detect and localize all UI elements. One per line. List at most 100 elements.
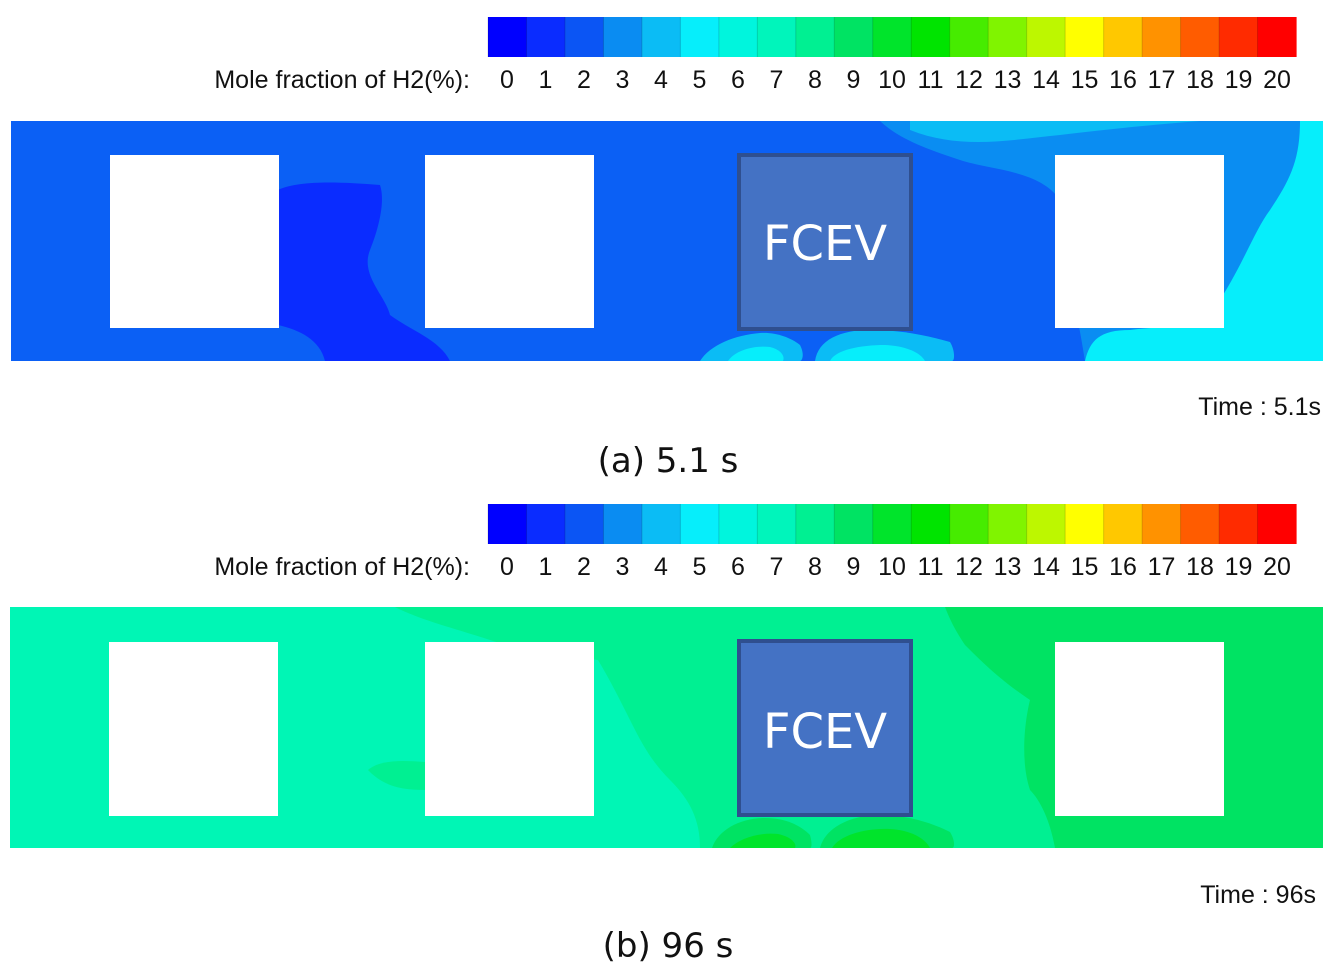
scale-tick-label: 15 (1071, 553, 1099, 581)
scale-tick-label: 0 (500, 66, 514, 94)
scale-title: Mole fraction of H2(%): (214, 66, 470, 94)
scale-swatch (949, 504, 989, 544)
scale-tick-label: 8 (808, 553, 822, 581)
scale-tick-label: 7 (770, 553, 784, 581)
scale-tick-label: 13 (994, 553, 1022, 581)
scale-tick-label: 10 (878, 553, 906, 581)
scale-swatch (795, 17, 835, 57)
scale-swatch (603, 17, 643, 57)
scale-swatch (1142, 504, 1182, 544)
scale-swatch (1065, 504, 1105, 544)
scale-tick-label: 3 (616, 553, 630, 581)
scale-tick-label: 9 (847, 66, 861, 94)
scale-tick-label: 16 (1109, 66, 1137, 94)
scale-swatch (1103, 504, 1143, 544)
scale-tick-label: 17 (1148, 553, 1176, 581)
contour-field-b: FCEV (10, 607, 1323, 848)
scale-tick-label: 7 (770, 66, 784, 94)
scale-tick-label: 12 (955, 66, 983, 94)
parked-vehicle (425, 642, 594, 816)
scale-swatch (1219, 17, 1259, 57)
time-label: Time : 5.1s (1198, 393, 1321, 421)
scale-swatch (757, 504, 797, 544)
fcev-label: FCEV (763, 704, 887, 760)
scale-swatch (488, 17, 528, 57)
scale-swatch (757, 17, 797, 57)
scale-tick-label: 1 (539, 553, 553, 581)
panel-caption: (b) 96 s (603, 926, 734, 966)
scale-swatch (603, 504, 643, 544)
scale-tick-label: 20 (1263, 553, 1291, 581)
scale-swatch (1180, 504, 1220, 544)
scale-swatch (872, 504, 912, 544)
scale-tick-label: 2 (577, 553, 591, 581)
fcev-vehicle (737, 153, 913, 331)
scale-swatch (488, 504, 528, 544)
scale-swatch (564, 17, 605, 57)
scale-tick-label: 14 (1032, 66, 1060, 94)
scale-tick-label: 14 (1032, 553, 1060, 581)
scale-tick-label: 2 (577, 66, 591, 94)
scale-title: Mole fraction of H2(%): (214, 553, 470, 581)
contour-region (830, 345, 925, 361)
scale-ticks-a: 0 1 2 3 4 5 6 7 8 9 10 11 12 13 14 15 16 17 18 19 20 (500, 66, 1291, 94)
color-scale-b: Mole fraction of H2(%): 0 1 2 3 4 5 6 7 8 9 10 11 12… (214, 504, 1297, 581)
contour-region (910, 121, 1200, 142)
scale-swatch (1026, 504, 1066, 544)
scale-tick-label: 8 (808, 66, 822, 94)
contour-region (728, 346, 784, 361)
parked-vehicle (425, 155, 594, 328)
fcev-vehicle (737, 639, 913, 817)
scale-swatch (1180, 17, 1220, 57)
scale-swatch (988, 17, 1028, 57)
scale-tick-label: 20 (1263, 66, 1291, 94)
scale-swatch (872, 17, 912, 57)
scale-tick-label: 1 (539, 66, 553, 94)
scale-swatch (718, 17, 758, 57)
scale-tick-label: 11 (918, 66, 944, 94)
scale-swatch (911, 17, 951, 57)
scale-tick-label: 6 (731, 66, 745, 94)
scale-swatch (1065, 17, 1105, 57)
scale-swatch (680, 17, 720, 57)
scale-tick-label: 19 (1225, 66, 1253, 94)
scale-swatch (718, 504, 758, 544)
scale-swatch (641, 504, 681, 544)
parked-vehicle (110, 155, 279, 328)
scale-tick-label: 9 (847, 553, 861, 581)
scale-tick-label: 19 (1225, 553, 1253, 581)
scale-tick-label: 11 (918, 553, 944, 581)
contour-region (1085, 121, 1323, 361)
scale-swatch (564, 504, 605, 544)
parked-vehicle (1055, 642, 1224, 816)
panel-a: Mole fraction of H2(%): 0 1 2 3 4 5 6 7 8 9 10 11 12… (11, 17, 1323, 481)
time-label: Time : 96s (1200, 881, 1316, 909)
parked-vehicle (1055, 155, 1224, 328)
panel-b: Mole fraction of H2(%): 0 1 2 3 4 5 6 7 8 9 10 11 12… (10, 504, 1323, 966)
scale-tick-label: 13 (994, 66, 1022, 94)
scale-swatch (795, 504, 835, 544)
scale-tick-label: 5 (693, 66, 707, 94)
scale-swatch (641, 17, 681, 57)
scale-swatch (911, 504, 951, 544)
scale-swatch (1257, 504, 1297, 544)
scale-swatch (1103, 17, 1143, 57)
scale-swatch (1257, 17, 1297, 57)
scale-tick-label: 3 (616, 66, 630, 94)
contour-region (368, 760, 425, 790)
scale-tick-label: 17 (1148, 66, 1176, 94)
scale-swatch (1219, 504, 1259, 544)
contour-region (832, 828, 930, 848)
scale-swatch (680, 504, 720, 544)
scale-tick-label: 10 (878, 66, 906, 94)
panel-caption: (a) 5.1 s (598, 441, 739, 481)
scale-tick-label: 0 (500, 553, 514, 581)
scale-tick-label: 18 (1186, 66, 1214, 94)
contour-region (730, 833, 796, 848)
scale-tick-label: 4 (654, 66, 668, 94)
scale-ticks-b: 0 1 2 3 4 5 6 7 8 9 10 11 12 13 14 15 16 17 18 19 20 (500, 553, 1291, 581)
scale-tick-label: 16 (1109, 553, 1137, 581)
scale-tick-label: 4 (654, 553, 668, 581)
scale-tick-label: 5 (693, 553, 707, 581)
